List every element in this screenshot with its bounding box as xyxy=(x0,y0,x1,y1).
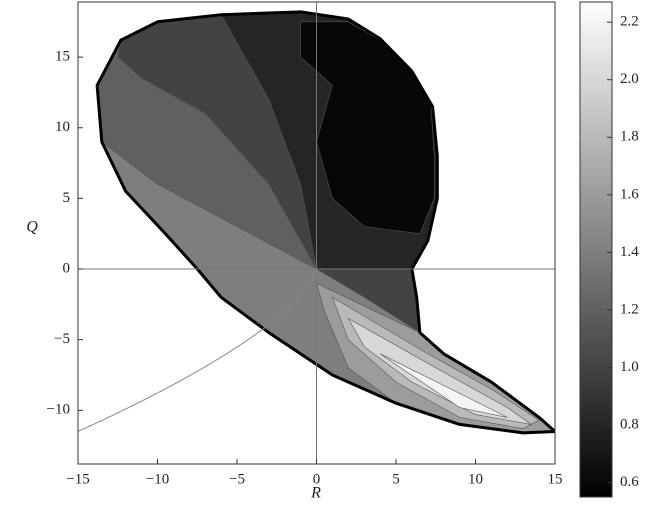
y-tick-label: 0 xyxy=(63,260,71,276)
contour-regions xyxy=(95,10,555,435)
colorbar-tick-label: 0.8 xyxy=(620,416,639,432)
x-tick-label: 5 xyxy=(392,471,400,487)
y-tick-label: −5 xyxy=(54,331,70,347)
colorbar xyxy=(579,1,613,498)
x-tick-label: 0 xyxy=(313,471,321,487)
y-tick-label: 10 xyxy=(55,119,70,135)
colorbar-tick-label: 2.0 xyxy=(620,71,639,87)
colorbar-tick-label: 2.2 xyxy=(620,14,639,30)
x-tick-label: −15 xyxy=(66,471,89,487)
colorbar-tick-label: 1.8 xyxy=(620,129,639,145)
colorbar-tick-label: 1.6 xyxy=(620,186,639,202)
colorbar-tick-label: 1.4 xyxy=(620,244,639,260)
colorbar-tick-label: 1.0 xyxy=(620,359,639,375)
contour-region xyxy=(379,353,508,418)
x-axis-label: R xyxy=(310,485,321,502)
contour-region xyxy=(347,317,532,425)
colorbar-tick-label: 1.2 xyxy=(620,301,639,317)
y-tick-label: 15 xyxy=(55,49,70,65)
contour-region xyxy=(331,296,540,430)
curve xyxy=(78,268,317,432)
overlay: −15 −10 −5 0 5 10 15 −10 −5 0 5 10 15 xyxy=(47,1,563,487)
x-tick-label: 15 xyxy=(548,471,563,487)
y-tick-label: −10 xyxy=(47,402,70,418)
x-tick-label: −5 xyxy=(229,471,245,487)
y-axis-label: Q xyxy=(26,219,38,236)
x-tick-label: 10 xyxy=(468,471,483,487)
x-tick-label: −10 xyxy=(146,471,169,487)
y-tick-label: 5 xyxy=(63,190,71,206)
domain-outline xyxy=(95,10,555,435)
colorbar-tick-label: 0.6 xyxy=(620,474,639,490)
